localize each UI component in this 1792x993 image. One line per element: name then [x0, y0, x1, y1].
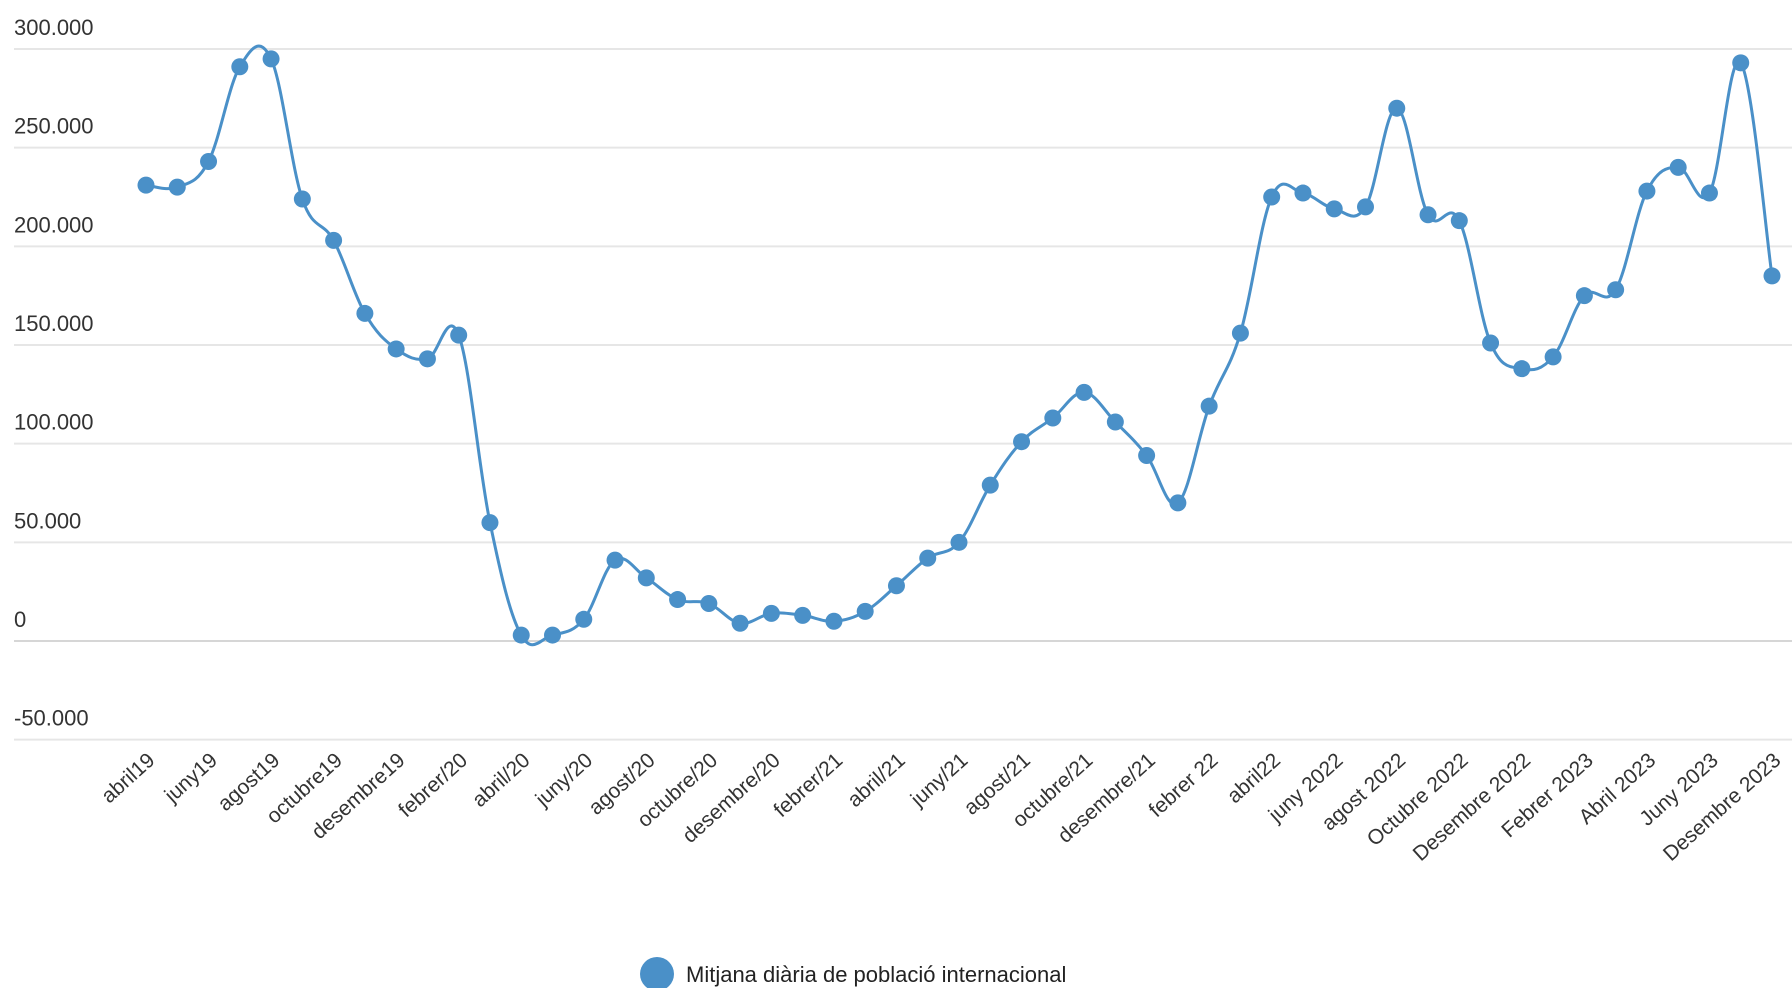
data-point[interactable] — [1106, 413, 1124, 431]
data-point[interactable] — [1513, 360, 1531, 378]
x-axis-ticks: abril19 juny19agost19octubre19desembre19f… — [97, 749, 1785, 866]
data-point[interactable] — [950, 533, 968, 551]
data-point[interactable] — [1388, 99, 1406, 117]
data-point[interactable] — [293, 190, 311, 208]
data-point[interactable] — [1138, 447, 1156, 465]
data-point[interactable] — [887, 577, 905, 595]
data-point[interactable] — [325, 231, 343, 249]
data-point[interactable] — [637, 569, 655, 587]
data-point[interactable] — [1575, 287, 1593, 305]
y-tick-label: 0 — [14, 607, 26, 632]
x-tick-label: abril19 — [97, 749, 159, 808]
data-point[interactable] — [1732, 54, 1750, 72]
legend-label: Mitjana diària de població internacional — [686, 962, 1066, 987]
x-tick-label: abril/20 — [468, 749, 535, 812]
data-point[interactable] — [1357, 198, 1374, 216]
data-point[interactable] — [356, 304, 374, 322]
gridlines — [14, 48, 1792, 741]
data-point[interactable] — [1075, 383, 1093, 401]
data-point[interactable] — [1294, 184, 1312, 202]
y-tick-label: 100.000 — [14, 410, 94, 435]
y-tick-label: 200.000 — [14, 212, 94, 237]
data-point[interactable] — [575, 610, 593, 628]
legend-marker — [640, 957, 674, 991]
data-point[interactable] — [1263, 188, 1281, 206]
data-point[interactable] — [1700, 184, 1718, 202]
y-tick-label: -50.000 — [14, 706, 89, 731]
y-tick-label: 250.000 — [14, 114, 94, 139]
data-point[interactable] — [762, 604, 780, 622]
data-point[interactable] — [262, 50, 280, 68]
data-points — [137, 50, 1781, 644]
data-point[interactable] — [1231, 324, 1249, 342]
x-tick-label: febrer 22 — [1145, 749, 1223, 822]
data-point[interactable] — [981, 476, 999, 494]
y-tick-label: 50.000 — [14, 508, 81, 533]
data-point[interactable] — [1200, 397, 1218, 415]
data-point[interactable] — [512, 626, 530, 644]
data-point[interactable] — [168, 178, 186, 196]
data-point[interactable] — [794, 606, 812, 624]
data-point[interactable] — [1325, 200, 1343, 218]
data-point[interactable] — [1044, 409, 1062, 427]
data-point[interactable] — [200, 152, 218, 170]
data-point[interactable] — [231, 58, 249, 76]
data-point[interactable] — [1450, 212, 1468, 230]
legend[interactable]: Mitjana diària de població internacional — [640, 957, 1066, 991]
data-point[interactable] — [606, 551, 624, 569]
data-point[interactable] — [544, 626, 561, 644]
data-point[interactable] — [1607, 281, 1625, 299]
x-tick-label: febrer/21 — [769, 749, 847, 822]
data-point[interactable] — [387, 340, 405, 358]
data-point[interactable] — [481, 514, 499, 532]
data-point[interactable] — [700, 595, 718, 613]
data-point[interactable] — [450, 326, 468, 344]
x-tick-label: abril/21 — [843, 749, 910, 812]
data-point[interactable] — [1013, 433, 1031, 451]
data-point[interactable] — [1763, 267, 1781, 285]
data-point[interactable] — [1638, 182, 1656, 200]
data-point[interactable] — [1482, 334, 1500, 352]
data-point[interactable] — [418, 350, 436, 368]
data-point[interactable] — [731, 614, 749, 632]
data-point[interactable] — [1419, 206, 1437, 224]
data-point[interactable] — [825, 612, 843, 630]
data-point[interactable] — [669, 591, 687, 609]
y-axis-ticks: 300.000 250.000 200.000 150.000 100.000 50.00… — [14, 15, 94, 731]
data-point[interactable] — [1544, 348, 1562, 366]
x-tick-label: febrer/20 — [394, 749, 472, 822]
data-point[interactable] — [856, 602, 874, 620]
y-tick-label: 300.000 — [14, 15, 94, 40]
y-tick-label: 150.000 — [14, 311, 94, 336]
data-point[interactable] — [1169, 494, 1187, 512]
data-point[interactable] — [919, 549, 937, 567]
data-point[interactable] — [137, 176, 155, 194]
data-point[interactable] — [1669, 158, 1687, 176]
